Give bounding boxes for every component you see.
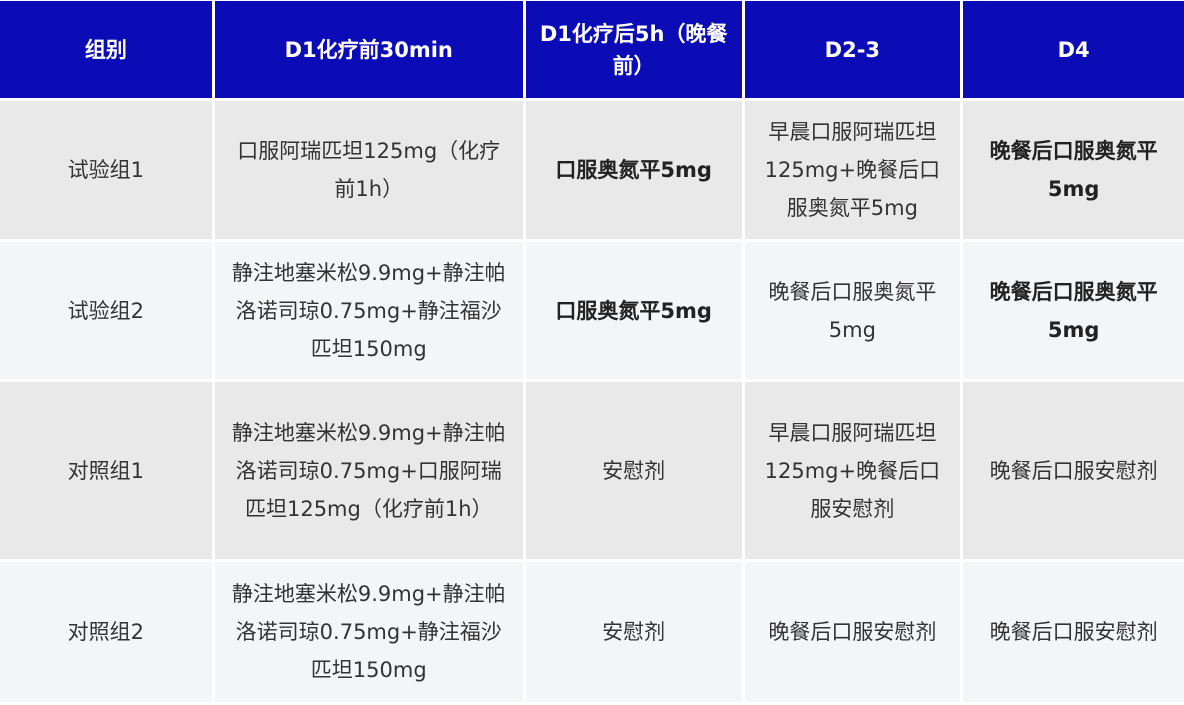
cell-d1-pre: 静注地塞米松9.9mg+静注帕洛诺司琼0.75mg+静注福沙匹坦150mg bbox=[214, 242, 523, 379]
table-row: 对照组1 静注地塞米松9.9mg+静注帕洛诺司琼0.75mg+口服阿瑞匹坦125… bbox=[0, 382, 1184, 559]
header-d2-3: D2-3 bbox=[744, 1, 961, 98]
table-row: 试验组1 口服阿瑞匹坦125mg（化疗前1h） 口服奥氮平5mg 早晨口服阿瑞匹… bbox=[0, 101, 1184, 239]
header-d1-pre: D1化疗前30min bbox=[214, 1, 523, 98]
cell-d1-post: 安慰剂 bbox=[525, 562, 742, 702]
header-d1-post: D1化疗后5h（晚餐前） bbox=[525, 1, 742, 98]
cell-d2-3: 晚餐后口服奥氮平5mg bbox=[744, 242, 961, 379]
cell-d4: 晚餐后口服安慰剂 bbox=[963, 562, 1184, 702]
cell-d2-3: 晚餐后口服安慰剂 bbox=[744, 562, 961, 702]
cell-group: 试验组1 bbox=[0, 101, 212, 239]
cell-d1-pre: 静注地塞米松9.9mg+静注帕洛诺司琼0.75mg+静注福沙匹坦150mg bbox=[214, 562, 523, 702]
cell-d1-post: 安慰剂 bbox=[525, 382, 742, 559]
header-d4: D4 bbox=[963, 1, 1184, 98]
table-row: 试验组2 静注地塞米松9.9mg+静注帕洛诺司琼0.75mg+静注福沙匹坦150… bbox=[0, 242, 1184, 379]
cell-d4: 晚餐后口服奥氮平5mg bbox=[963, 101, 1184, 239]
header-row: 组别 D1化疗前30min D1化疗后5h（晚餐前） D2-3 D4 bbox=[0, 1, 1184, 98]
cell-d1-pre: 静注地塞米松9.9mg+静注帕洛诺司琼0.75mg+口服阿瑞匹坦125mg（化疗… bbox=[214, 382, 523, 559]
cell-d2-3: 早晨口服阿瑞匹坦125mg+晚餐后口服安慰剂 bbox=[744, 382, 961, 559]
cell-d1-post: 口服奥氮平5mg bbox=[525, 242, 742, 379]
cell-group: 试验组2 bbox=[0, 242, 212, 379]
cell-d4: 晚餐后口服奥氮平5mg bbox=[963, 242, 1184, 379]
header-group: 组别 bbox=[0, 1, 212, 98]
cell-d1-pre: 口服阿瑞匹坦125mg（化疗前1h） bbox=[214, 101, 523, 239]
cell-group: 对照组2 bbox=[0, 562, 212, 702]
cell-d4: 晚餐后口服安慰剂 bbox=[963, 382, 1184, 559]
cell-group: 对照组1 bbox=[0, 382, 212, 559]
table-row: 对照组2 静注地塞米松9.9mg+静注帕洛诺司琼0.75mg+静注福沙匹坦150… bbox=[0, 562, 1184, 702]
cell-d2-3: 早晨口服阿瑞匹坦125mg+晚餐后口服奥氮平5mg bbox=[744, 101, 961, 239]
cell-d1-post: 口服奥氮平5mg bbox=[525, 101, 742, 239]
